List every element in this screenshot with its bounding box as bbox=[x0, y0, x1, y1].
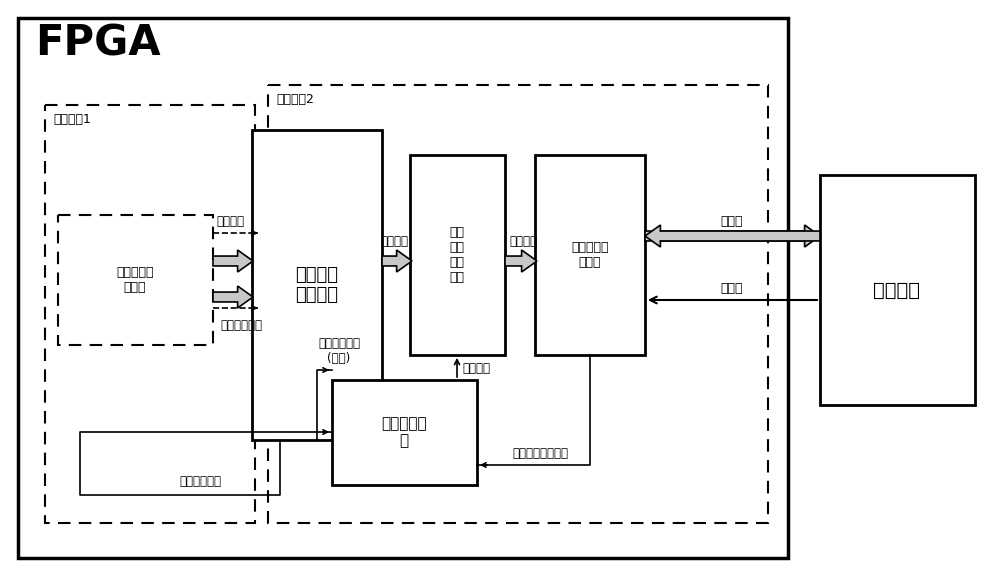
FancyArrow shape bbox=[645, 225, 820, 247]
FancyArrow shape bbox=[645, 225, 820, 247]
Text: 波形数据: 波形数据 bbox=[380, 235, 408, 248]
Text: 波形数据: 波形数据 bbox=[216, 215, 244, 228]
Text: 波形数据采
集模块: 波形数据采 集模块 bbox=[116, 266, 154, 294]
FancyArrow shape bbox=[213, 250, 253, 272]
Text: 数据线: 数据线 bbox=[721, 215, 743, 228]
Bar bbox=[252, 130, 382, 440]
Text: 时钟区域2: 时钟区域2 bbox=[276, 93, 314, 106]
Text: 读取请求信号
(两次): 读取请求信号 (两次) bbox=[318, 337, 360, 365]
FancyArrow shape bbox=[213, 286, 253, 308]
Text: 波形数据: 波形数据 bbox=[509, 235, 537, 248]
Bar bbox=[410, 155, 505, 355]
Text: 冲突检测模
块: 冲突检测模 块 bbox=[381, 416, 427, 448]
Text: 数据跨时
钟域模块: 数据跨时 钟域模块 bbox=[296, 266, 338, 304]
Bar bbox=[268, 85, 768, 523]
Text: 读取波形数据信号: 读取波形数据信号 bbox=[512, 447, 568, 460]
FancyArrow shape bbox=[382, 250, 412, 272]
Text: 控制线: 控制线 bbox=[721, 282, 743, 295]
Bar bbox=[58, 215, 213, 345]
Text: FPGA: FPGA bbox=[35, 22, 161, 64]
Bar bbox=[332, 380, 477, 485]
Text: 微处理器接
口模块: 微处理器接 口模块 bbox=[571, 241, 609, 269]
Bar bbox=[18, 18, 788, 558]
Text: 时钟区域1: 时钟区域1 bbox=[53, 113, 91, 126]
Text: 冲突信号: 冲突信号 bbox=[462, 362, 490, 374]
Bar bbox=[820, 175, 975, 405]
FancyArrow shape bbox=[505, 250, 537, 272]
Text: 波形
数据
候选
存储: 波形 数据 候选 存储 bbox=[450, 226, 464, 284]
Text: 微控制器: 微控制器 bbox=[874, 281, 920, 300]
Bar bbox=[535, 155, 645, 355]
Bar bbox=[45, 105, 255, 523]
Text: 数据展宽信号: 数据展宽信号 bbox=[179, 475, 221, 488]
Text: 数据有效信号: 数据有效信号 bbox=[220, 319, 262, 332]
